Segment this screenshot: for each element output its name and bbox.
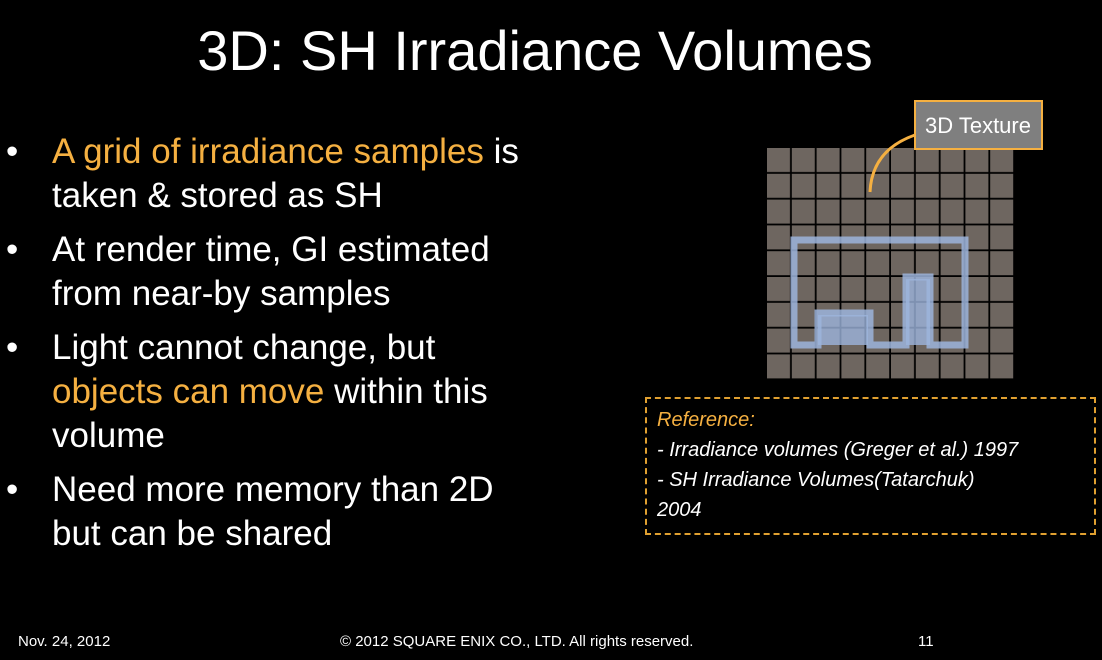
text-run: volume (52, 416, 165, 455)
reference-box: Reference: - Irradiance volumes (Greger … (645, 397, 1096, 535)
text-run: taken & stored as SH (52, 176, 383, 215)
reference-line: 2004 (657, 499, 702, 521)
bullet-line: objects can move within this (52, 370, 640, 414)
bullet-dot: • (6, 470, 19, 509)
bullet-list: • A grid of irradiance samples is taken & … (0, 130, 640, 566)
bullet-dot: • (6, 328, 19, 367)
text-run: Need more memory than 2D (52, 470, 494, 509)
bullet-line: volume (52, 414, 640, 458)
bullet: • Light cannot change, but objects can mov… (0, 326, 640, 458)
footer-date: Nov. 24, 2012 (18, 633, 111, 650)
grid (767, 148, 1015, 380)
text-run: but can be shared (52, 514, 333, 553)
callout-label: 3D Texture (925, 113, 1031, 138)
bullet-line: but can be shared (52, 512, 640, 556)
text-run: within this (324, 372, 488, 411)
footer-copyright: © 2012 SQUARE ENIX CO., LTD. All rights … (340, 633, 694, 650)
text-run: A grid of irradiance samples (52, 132, 484, 171)
object-pillar (906, 279, 930, 345)
text-run: from near-by samples (52, 274, 391, 313)
callout-box (914, 100, 1043, 150)
reference-line: - Irradiance volumes (Greger et al.) 199… (657, 439, 1019, 461)
bullet-line: Light cannot change, but (52, 326, 640, 370)
bullet: • A grid of irradiance samples is taken & … (0, 130, 640, 218)
bullet: • Need more memory than 2D but can be shar… (0, 468, 640, 556)
bullet-line: taken & stored as SH (52, 174, 640, 218)
text-run: is (483, 132, 519, 171)
slide-title: 3D: SH Irradiance Volumes (197, 19, 873, 82)
bullet-dot: • (6, 230, 19, 269)
bullet-line: from near-by samples (52, 272, 640, 316)
bullet-line: Need more memory than 2D (52, 468, 640, 512)
reference-line: - SH Irradiance Volumes(Tatarchuk) (657, 469, 975, 491)
reference-heading: Reference: (657, 409, 755, 431)
grid-diagram: 3D Texture (767, 100, 1043, 380)
bullet-line: At render time, GI estimated (52, 228, 640, 272)
text-run: objects can move (52, 372, 325, 411)
text-run: At render time, GI estimated (52, 230, 490, 269)
bullet: • At render time, GI estimated from near-b… (0, 228, 640, 316)
footer-page: 11 (918, 633, 934, 650)
text-run: Light cannot change, but (52, 328, 436, 367)
bullet-line: A grid of irradiance samples is (52, 130, 640, 174)
object-box (818, 315, 868, 345)
callout-line (868, 133, 916, 193)
bullet-dot: • (6, 132, 19, 171)
